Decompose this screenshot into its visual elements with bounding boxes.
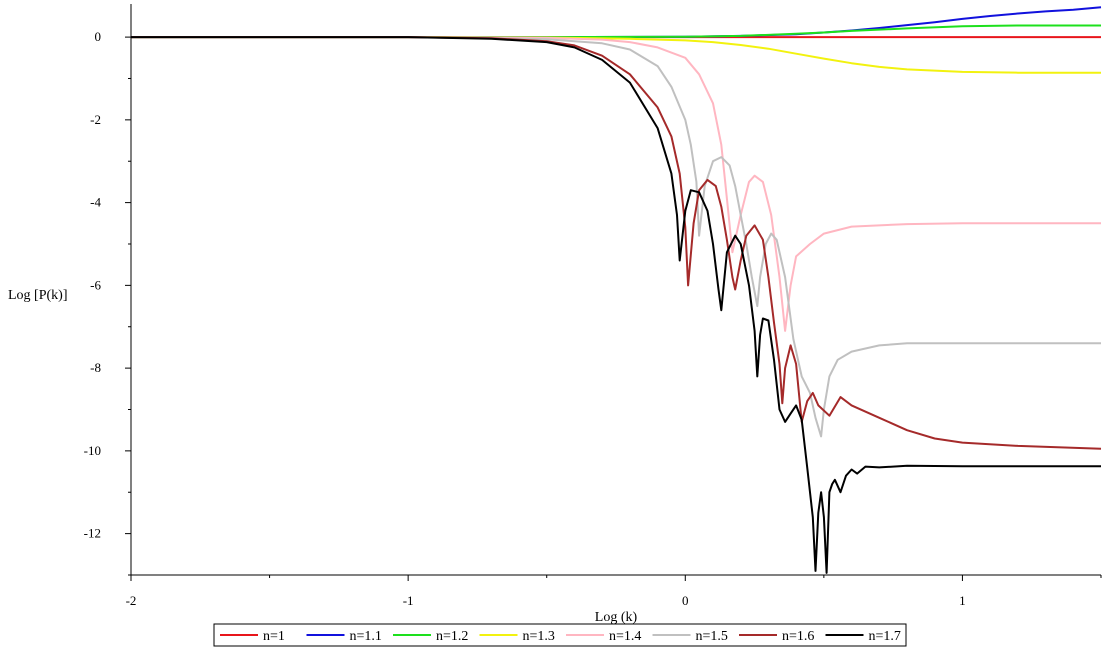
legend-box [213,623,907,647]
legend-label: n=1.3 [523,629,555,644]
series-line-n-1-4 [131,36,1101,332]
x-tick-label: -2 [126,593,137,608]
series-line-n-1-6 [131,36,1102,450]
y-tick-label: -2 [90,112,101,127]
y-tick-label: -10 [84,443,101,458]
series-line-n-1-3 [131,36,1101,74]
x-tick-label: 1 [959,593,966,608]
y-tick-label: -8 [90,360,101,375]
x-tick-label: 0 [682,593,689,608]
legend-label: n=1.2 [436,629,468,644]
legend-label: n=1 [263,629,285,644]
y-tick-label: -6 [90,277,101,292]
legend-label: n=1.5 [696,629,728,644]
x-axis-label: Log (k) [595,610,638,625]
series-line-n-1-1 [131,6,1102,39]
legend-label: n=1.6 [782,629,814,644]
plot-area [131,6,1102,574]
series-line-n-1-7 [131,36,1101,574]
legend: n=1 n=1.1 n=1.2 n=1.3 n=1.4 n=1.5 n=1.6 n=1.7 [213,623,907,647]
x-tick-label: -1 [403,593,414,608]
series-line-n-1-2 [131,24,1101,39]
legend-label: n=1.4 [609,629,641,644]
y-axis-label: Log [P(k)] [8,288,68,303]
y-tick-label: 0 [95,29,102,44]
series-line-n-1-5 [131,36,1101,438]
y-tick-label: -4 [90,195,101,210]
legend-label: n=1.7 [869,629,901,644]
y-tick-label: -12 [84,526,101,541]
axes: -12-10-8-6-4-20-2 -1 0 1 [84,4,1102,608]
legend-label: n=1.1 [350,629,382,644]
